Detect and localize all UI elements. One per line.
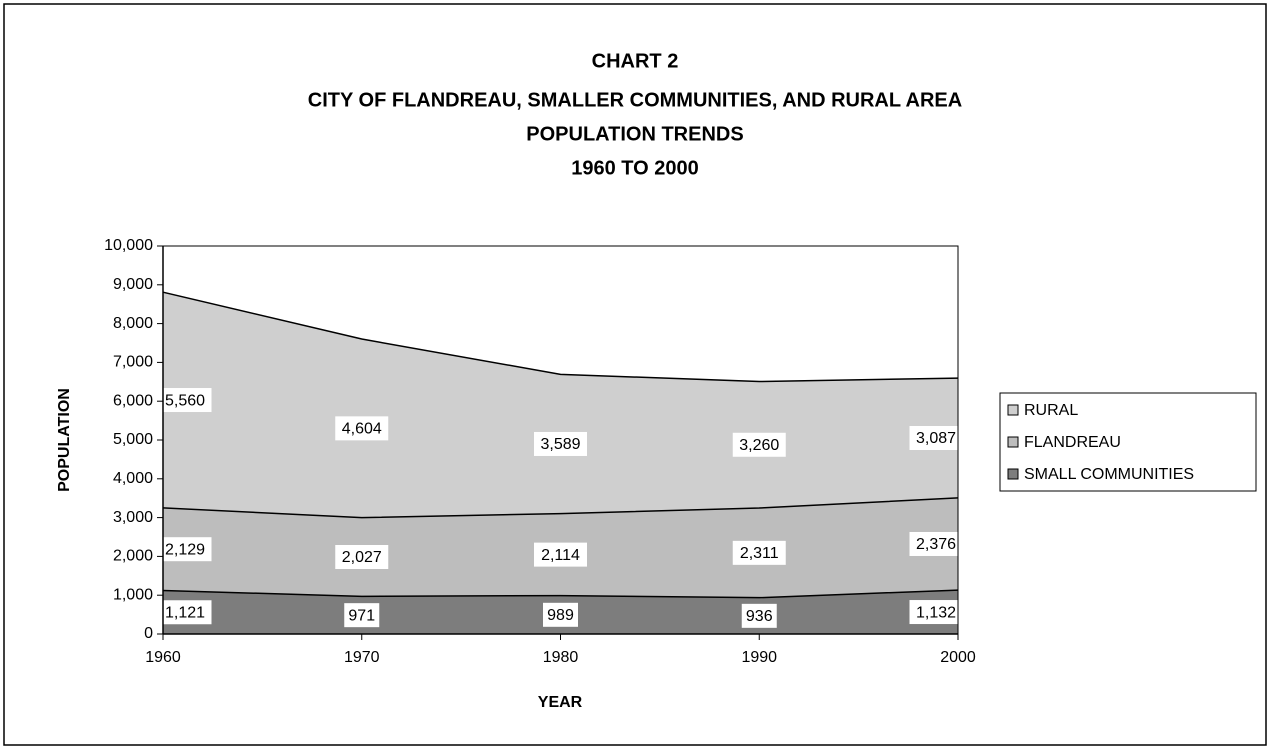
data-label-box — [741, 603, 777, 628]
x-tick-label: 1960 — [145, 649, 181, 666]
x-axis-title: YEAR — [538, 694, 583, 711]
area-edge — [162, 589, 959, 599]
chart-title: 1960 TO 2000 — [571, 157, 699, 179]
chart-title: CHART 2 — [592, 50, 679, 72]
x-tick-label: 1980 — [543, 649, 579, 666]
x-tick-label: 1990 — [741, 649, 777, 666]
data-label: 3,087 — [916, 430, 956, 447]
area-edge — [162, 291, 959, 383]
data-label: 971 — [348, 607, 375, 624]
area-edge — [162, 497, 959, 519]
data-label: 5,560 — [165, 392, 205, 409]
data-label-box — [344, 603, 380, 628]
data-label: 1,121 — [165, 604, 205, 621]
y-tick-label: 8,000 — [113, 315, 153, 332]
y-tick-label: 4,000 — [113, 470, 153, 487]
data-label-box — [534, 542, 587, 567]
data-label: 989 — [547, 607, 574, 624]
y-tick-label: 5,000 — [113, 431, 153, 448]
y-axis-title: POPULATION — [56, 388, 73, 492]
y-tick-label: 7,000 — [113, 354, 153, 371]
data-label-box — [732, 540, 786, 565]
legend-box — [999, 392, 1257, 492]
data-label: 2,027 — [342, 549, 382, 566]
y-tick-label: 3,000 — [113, 509, 153, 526]
x-tick-label: 1970 — [344, 649, 380, 666]
data-label-box — [909, 600, 963, 625]
data-label: 1,132 — [916, 604, 956, 621]
data-label: 3,260 — [739, 437, 779, 454]
y-tick-label: 1,000 — [113, 586, 153, 603]
data-label: 3,589 — [540, 436, 580, 453]
chart-title: POPULATION TRENDS — [526, 123, 743, 145]
data-label: 2,114 — [541, 547, 580, 564]
y-tick-label: 6,000 — [113, 392, 153, 409]
area — [163, 292, 958, 518]
data-label-box — [732, 432, 786, 457]
data-label: 2,311 — [740, 545, 779, 562]
legend-swatch — [1007, 436, 1019, 448]
legend-label: RURAL — [1024, 402, 1078, 419]
data-label-box — [909, 531, 963, 556]
data-label: 2,376 — [916, 536, 956, 553]
legend-swatch — [1007, 468, 1019, 480]
data-label-box — [543, 602, 578, 627]
data-label-box — [158, 537, 212, 562]
y-tick-label: 10,000 — [104, 237, 153, 254]
y-tick-label: 2,000 — [113, 548, 153, 565]
data-label-box — [335, 416, 389, 441]
plot-border — [163, 245, 959, 634]
data-label-box — [158, 600, 212, 625]
data-label-box — [534, 431, 587, 456]
data-label: 4,604 — [342, 421, 382, 438]
data-label-box — [909, 426, 963, 451]
x-tick-label: 2000 — [940, 649, 976, 666]
chart-title: CITY OF FLANDREAU, SMALLER COMMUNITIES, … — [308, 89, 962, 111]
legend-swatch — [1007, 404, 1019, 416]
data-label-box — [158, 388, 212, 413]
data-label-box — [335, 545, 389, 570]
data-label: 2,129 — [165, 541, 205, 558]
legend-label: SMALL COMMUNITIES — [1024, 466, 1194, 483]
data-label: 936 — [746, 608, 773, 625]
legend-label: FLANDREAU — [1024, 434, 1121, 451]
y-tick-label: 0 — [144, 625, 153, 642]
y-tick-label: 9,000 — [113, 276, 153, 293]
